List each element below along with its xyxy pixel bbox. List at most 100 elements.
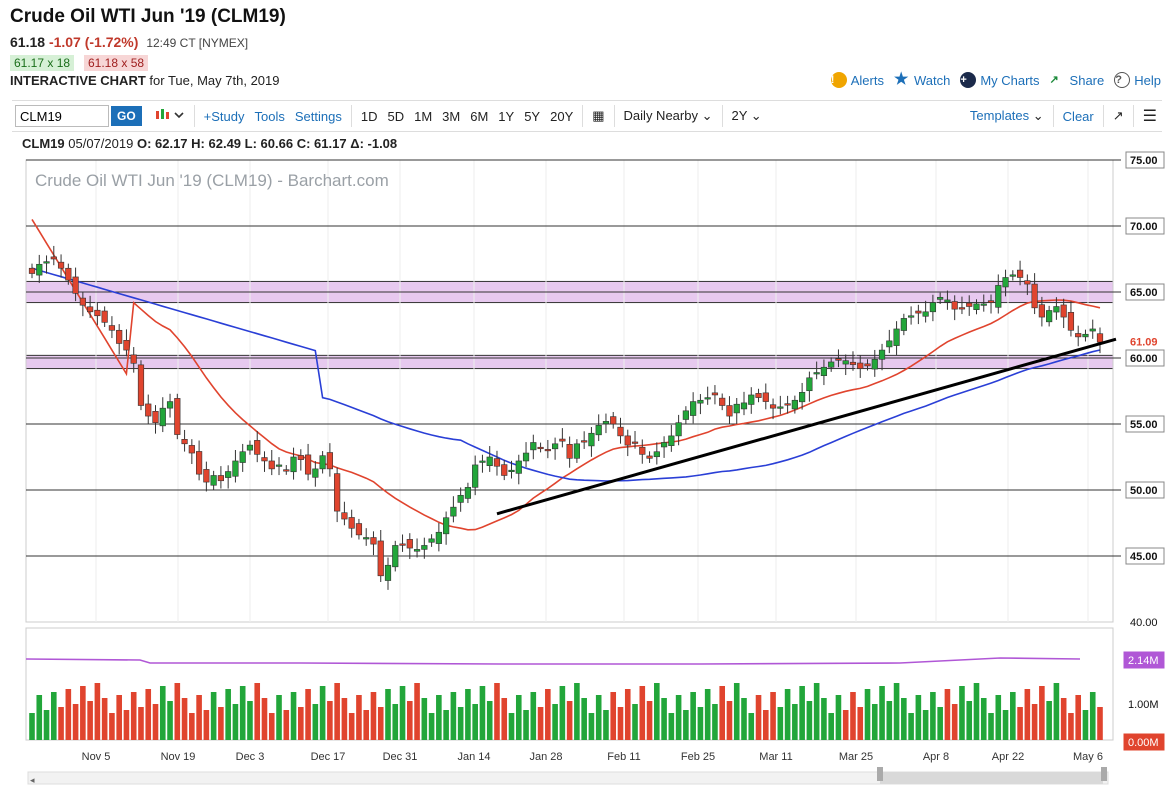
my-charts-link[interactable]: + My Charts [960, 72, 1040, 88]
last-price: 61.18 [10, 34, 46, 50]
candle-up [900, 318, 907, 331]
candle-down [1067, 312, 1075, 331]
range-5d[interactable]: 5D [387, 108, 405, 124]
volume-bar [646, 701, 653, 740]
volume-bar [436, 695, 442, 740]
volume-bar [639, 686, 646, 740]
time-scrollbar[interactable] [27, 771, 1109, 785]
candle-up [239, 451, 246, 463]
volume-bar [1053, 683, 1060, 740]
scrollbar-handle-left[interactable] [877, 767, 883, 781]
share-icon: ↗ [1049, 74, 1059, 86]
help-link[interactable]: ? Help [1114, 72, 1161, 88]
calendar-icon[interactable]: ▦ [592, 108, 605, 123]
volume-bar [210, 692, 217, 740]
volume-bar [559, 686, 566, 740]
watch-link[interactable]: ★ Watch [894, 72, 950, 88]
templates-label: Templates [969, 108, 1030, 123]
candle-down [130, 354, 137, 364]
price-label-box [1125, 217, 1165, 235]
volume-bar [792, 704, 798, 740]
volume-tick-label: 1.00M [1128, 699, 1159, 711]
period-dropdown[interactable]: Daily Nearby ⌄ [619, 108, 718, 124]
go-button[interactable]: GO [111, 106, 142, 126]
divider [721, 105, 723, 127]
volume-bar [196, 695, 202, 740]
volume-bar [450, 692, 457, 740]
volume-bar [130, 692, 137, 740]
candle-down [566, 444, 573, 459]
volume-bar [486, 701, 493, 740]
candle-up [602, 421, 610, 425]
candle-down [769, 404, 777, 409]
range-1m[interactable]: 1M [414, 108, 433, 124]
volume-bar [1002, 710, 1009, 740]
candle-up [36, 263, 43, 276]
volume-bar [835, 695, 842, 740]
candle-up [1089, 328, 1096, 332]
volume-bar [1031, 704, 1038, 740]
volume-bar [871, 704, 878, 740]
clear-button[interactable]: Clear [1062, 108, 1094, 124]
range-1d[interactable]: 1D [360, 108, 378, 124]
price-label-box [1125, 547, 1165, 565]
volume-bar [508, 713, 515, 740]
share-link[interactable]: ↗ Share [1050, 72, 1105, 88]
volume-bar [530, 692, 537, 740]
candle-down [145, 403, 152, 417]
study-button[interactable]: +Study [203, 108, 245, 124]
range-5y[interactable]: 5Y [524, 108, 541, 124]
candle-down [915, 310, 922, 314]
range-20y[interactable]: 20Y [550, 108, 574, 124]
volume-bar [94, 683, 101, 740]
scrollbar-thumb[interactable] [880, 772, 1103, 784]
interactive-chart-title: INTERACTIVE CHART [10, 73, 146, 88]
volume-bar [443, 710, 449, 740]
volume-bar [428, 713, 435, 740]
candle-up [806, 377, 813, 392]
divider [1052, 105, 1054, 127]
candle-down [399, 543, 406, 546]
range-1y[interactable]: 1Y [498, 108, 515, 124]
range-6m[interactable]: 6M [470, 108, 489, 124]
volume-bar [247, 701, 253, 740]
date-tick-label: Jan 14 [457, 751, 490, 763]
settings-button[interactable]: Settings [294, 108, 342, 124]
volume-bar [174, 683, 181, 740]
menu-icon[interactable]: ☰ [1142, 108, 1157, 125]
chart-type-dropdown[interactable] [150, 108, 190, 125]
candle-down [544, 449, 551, 452]
chevron-down-icon: ⌄ [701, 108, 713, 123]
scrollbar-handle-right[interactable] [1101, 767, 1107, 781]
volume-bar [545, 689, 551, 740]
volume-bar [581, 698, 587, 740]
expand-icon[interactable]: ↗ [1112, 108, 1124, 123]
volume-bar [959, 686, 965, 740]
volume-bar [348, 713, 355, 740]
volume-bar [973, 683, 980, 740]
candle-down [987, 300, 995, 303]
date-tick-label: Dec 3 [236, 751, 265, 763]
candle-down [762, 392, 769, 402]
watch-label: Watch [913, 72, 951, 88]
candle-up [552, 443, 559, 450]
alerts-link[interactable]: ! Alerts [830, 72, 884, 88]
range-3m[interactable]: 3M [442, 108, 461, 124]
templates-dropdown[interactable]: Templates ⌄ [965, 108, 1049, 124]
candle-down [755, 393, 762, 398]
span-dropdown[interactable]: 2Y ⌄ [727, 108, 767, 124]
volume-bar [1082, 710, 1089, 740]
candle-up [479, 460, 486, 463]
scroll-left-icon[interactable]: ◂ [30, 775, 35, 785]
price-tick-label: 60.00 [1130, 353, 1158, 365]
candle-up [922, 311, 929, 317]
tools-button[interactable]: Tools [254, 108, 285, 124]
volume-bar [305, 689, 311, 740]
volume-bar [828, 713, 834, 740]
symbol-input[interactable] [15, 105, 109, 127]
volume-bar [327, 701, 333, 740]
candle-up [973, 303, 980, 310]
volume-bar [980, 698, 987, 740]
divider [193, 105, 195, 127]
